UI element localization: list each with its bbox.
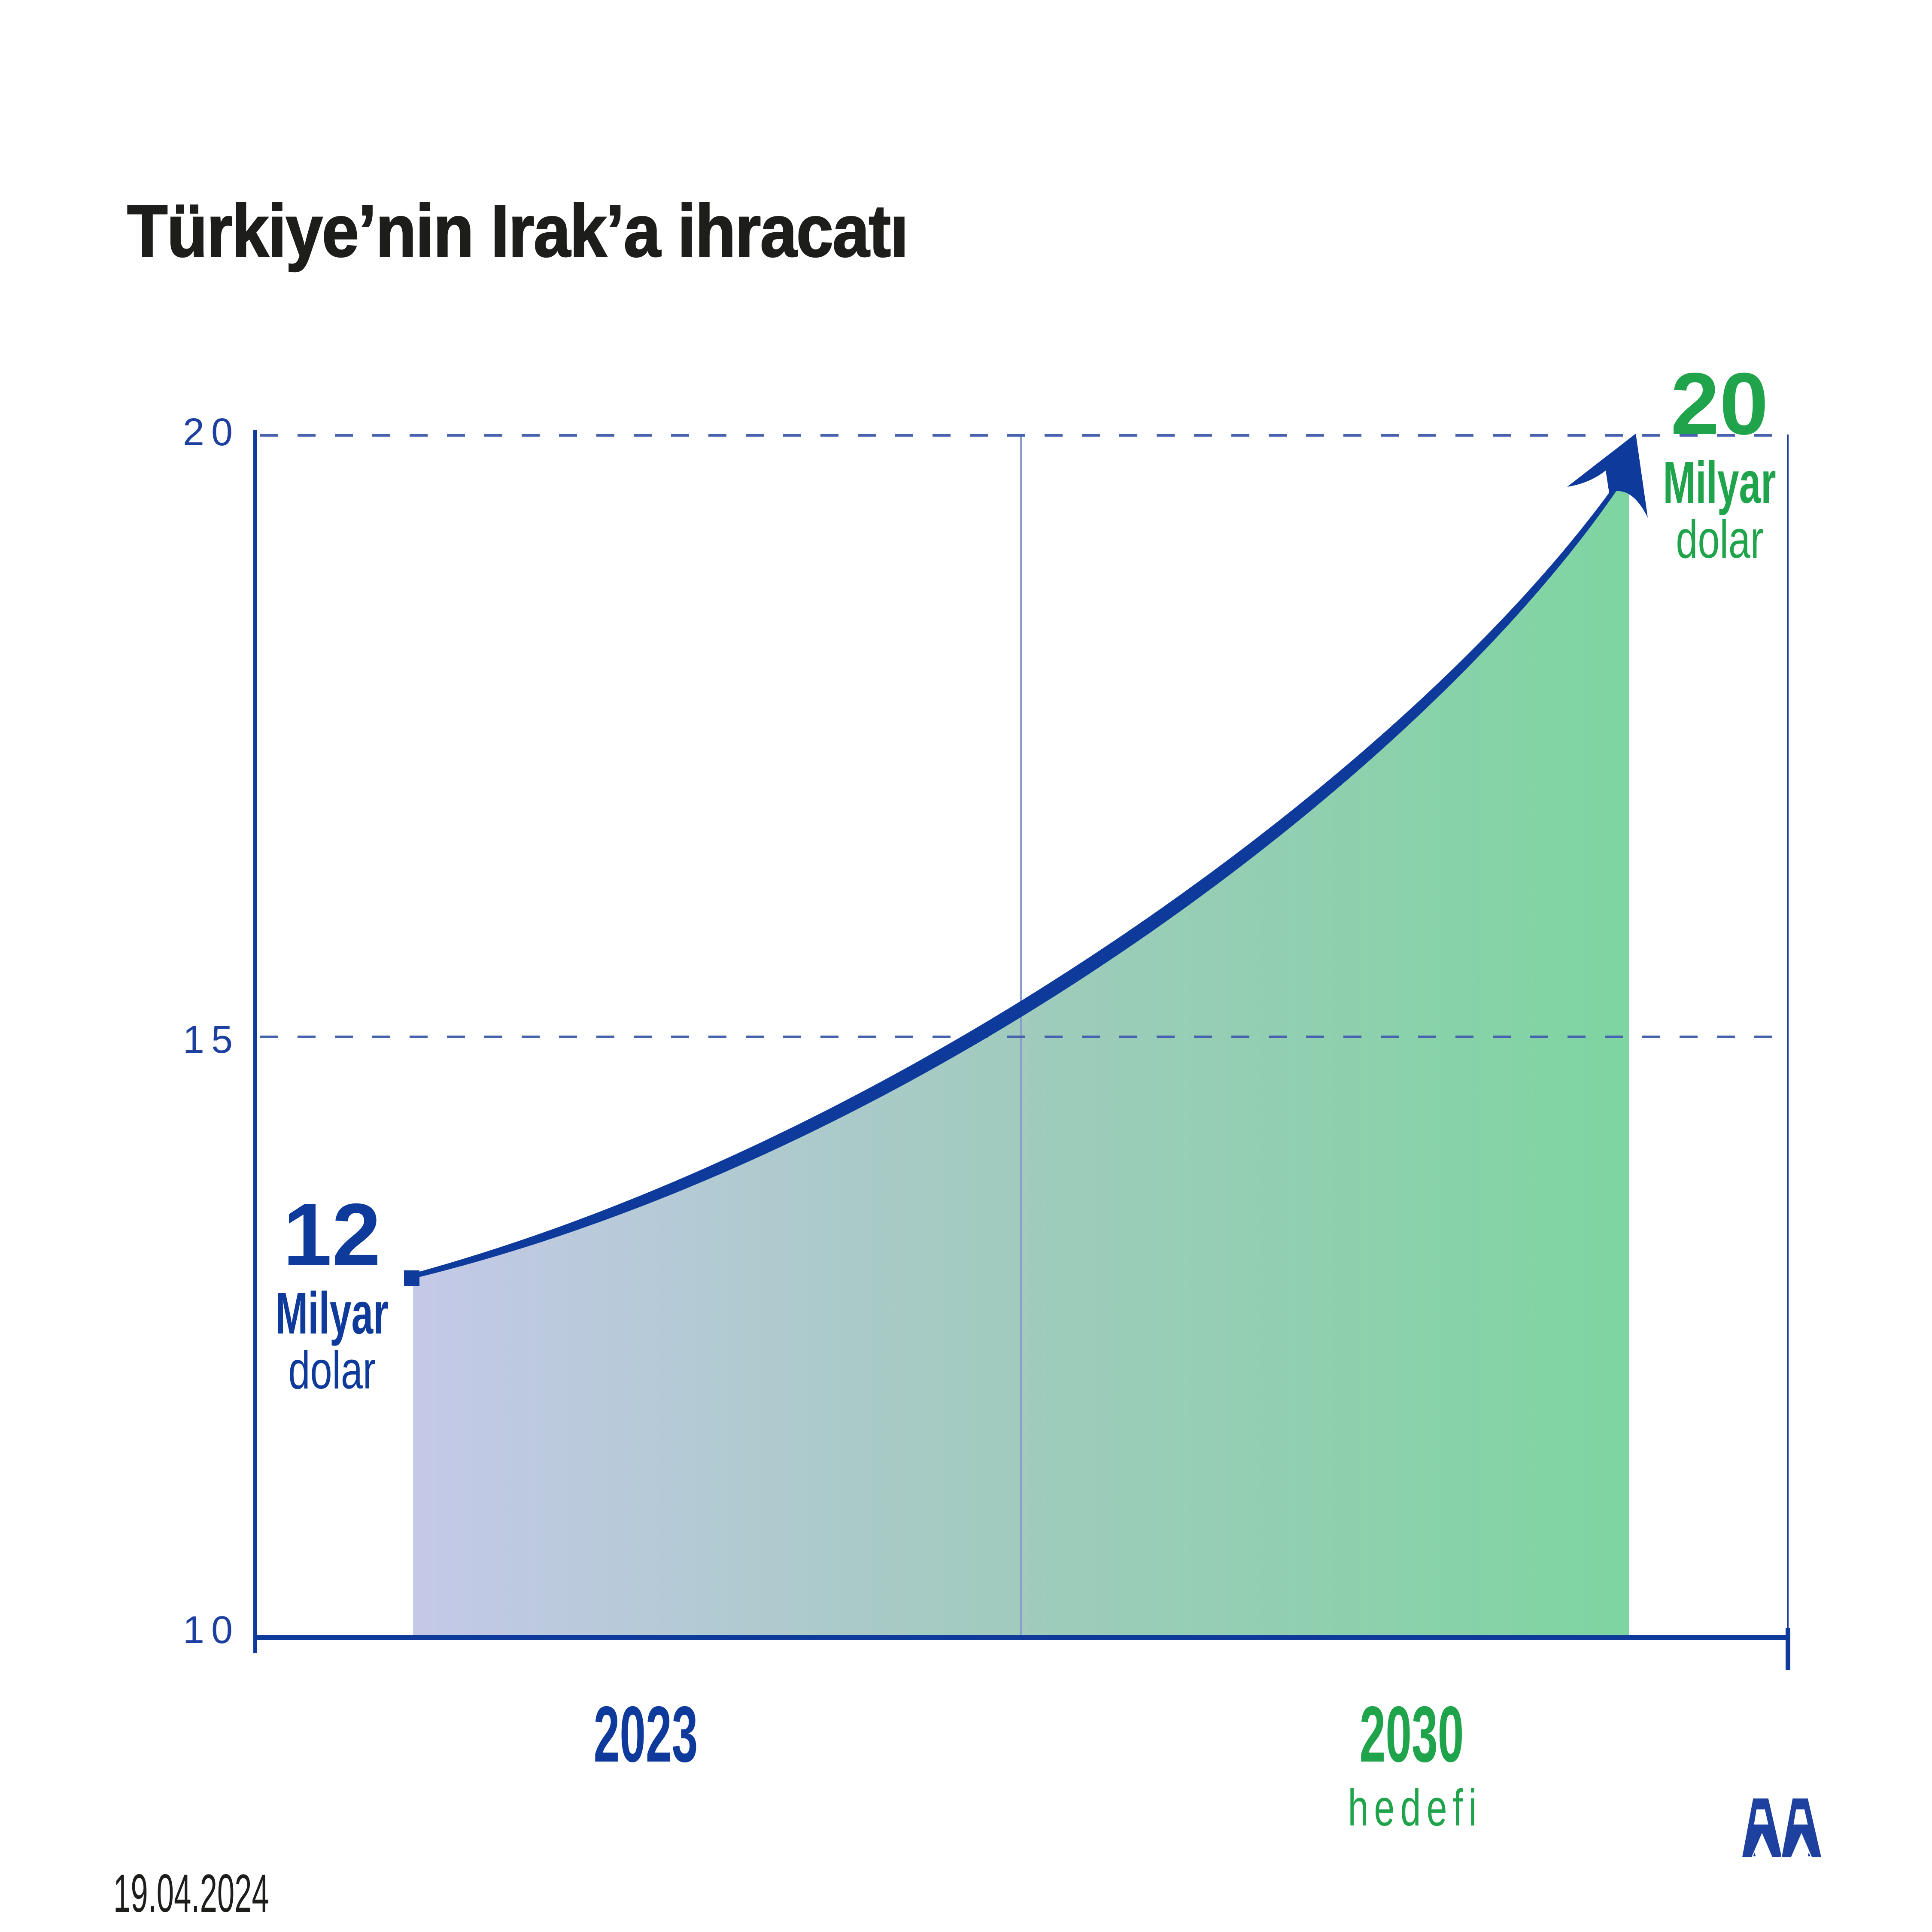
aa-logo [1741, 1797, 1823, 1857]
end-unit: dolar [1634, 513, 1805, 566]
x-label-2023: 2023 [593, 1690, 698, 1779]
aa-logo-letter-a-left [1741, 1797, 1783, 1857]
start-unit-bold-text: Milyar [275, 1280, 389, 1346]
start-marker [404, 1270, 419, 1286]
end-unit-bold: Milyar [1634, 453, 1805, 512]
start-value: 12 [283, 1185, 381, 1284]
date-label: 19.04.2024 [113, 1864, 269, 1923]
aa-logo-letter-a-right [1780, 1797, 1823, 1857]
x-label-2030: 2030 [1359, 1690, 1464, 1779]
end-value-annotation: 20 Milyar dolar [1634, 360, 1805, 566]
end-unit-text: dolar [1675, 510, 1764, 569]
end-unit-bold-text: Milyar [1663, 450, 1776, 516]
y-axis-line [253, 430, 257, 1653]
start-unit-text: dolar [288, 1341, 376, 1400]
arrow-up-icon [1567, 434, 1648, 518]
page-title: Türkiye’nin Irak’a ihracatı [127, 190, 909, 272]
y-tick-10: 10 [182, 1609, 240, 1652]
start-unit-bold: Milyar [246, 1284, 418, 1343]
x-label-2030-sub: hedefi [1348, 1779, 1482, 1837]
axis-end-tick [1786, 1628, 1790, 1670]
start-value-annotation: 12 Milyar dolar [246, 1191, 418, 1397]
start-unit: dolar [246, 1344, 418, 1397]
end-value: 20 [1670, 355, 1769, 453]
right-boundary-line [1787, 434, 1789, 1635]
y-tick-20: 20 [182, 411, 240, 454]
x-axis-line [253, 1635, 1790, 1640]
y-tick-15: 15 [182, 1018, 240, 1061]
